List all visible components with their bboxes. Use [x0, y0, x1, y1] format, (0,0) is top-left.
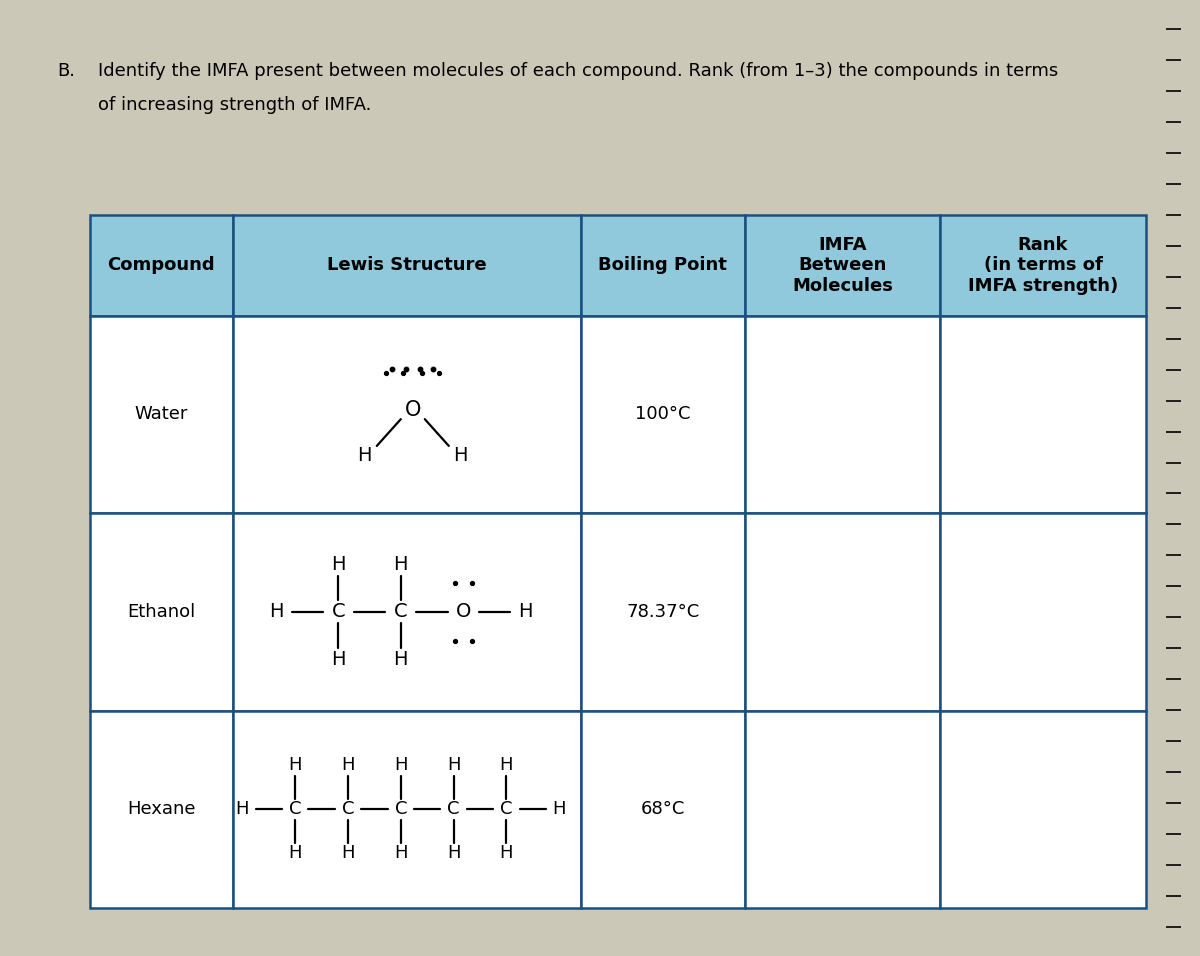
Text: C: C — [331, 602, 346, 621]
Text: H: H — [341, 756, 355, 774]
Bar — [90, 215, 233, 315]
Text: Boiling Point: Boiling Point — [599, 256, 727, 274]
Bar — [90, 710, 233, 908]
Bar — [940, 315, 1146, 513]
Bar — [581, 513, 745, 710]
Text: H: H — [446, 844, 461, 862]
Bar — [940, 710, 1146, 908]
Text: C: C — [394, 602, 408, 621]
Bar — [233, 710, 581, 908]
Text: 68°C: 68°C — [641, 800, 685, 818]
Text: C: C — [448, 800, 460, 818]
Text: O: O — [404, 400, 421, 420]
Bar — [581, 710, 745, 908]
Bar — [745, 513, 940, 710]
Text: Lewis Structure: Lewis Structure — [326, 256, 487, 274]
Text: Compound: Compound — [108, 256, 215, 274]
Text: H: H — [518, 602, 533, 621]
Text: H: H — [499, 844, 514, 862]
Text: O: O — [456, 602, 470, 621]
Bar — [745, 215, 940, 315]
Text: H: H — [341, 844, 355, 862]
Text: H: H — [394, 756, 408, 774]
Bar — [233, 513, 581, 710]
Bar — [745, 315, 940, 513]
Text: Ethanol: Ethanol — [127, 603, 196, 620]
Text: C: C — [289, 800, 301, 818]
Text: C: C — [395, 800, 407, 818]
Text: B.: B. — [58, 62, 76, 80]
Bar — [581, 215, 745, 315]
Text: H: H — [446, 756, 461, 774]
Bar — [90, 513, 233, 710]
Text: C: C — [500, 800, 512, 818]
Text: 78.37°C: 78.37°C — [626, 603, 700, 620]
Bar — [581, 315, 745, 513]
Text: H: H — [288, 844, 302, 862]
Text: H: H — [358, 446, 372, 465]
Text: of increasing strength of IMFA.: of increasing strength of IMFA. — [98, 96, 372, 114]
Text: Water: Water — [134, 405, 188, 424]
Text: H: H — [235, 800, 250, 818]
Text: H: H — [288, 756, 302, 774]
Bar — [940, 513, 1146, 710]
Text: H: H — [331, 554, 346, 574]
Text: H: H — [331, 650, 346, 669]
Text: H: H — [394, 650, 408, 669]
Text: Rank
(in terms of
IMFA strength): Rank (in terms of IMFA strength) — [968, 235, 1118, 295]
Bar — [90, 315, 233, 513]
Text: H: H — [499, 756, 514, 774]
Text: H: H — [394, 554, 408, 574]
Bar — [745, 710, 940, 908]
Text: C: C — [342, 800, 354, 818]
Text: H: H — [454, 446, 468, 465]
Bar — [233, 315, 581, 513]
Text: IMFA
Between
Molecules: IMFA Between Molecules — [792, 235, 893, 295]
Bar — [940, 215, 1146, 315]
Text: H: H — [269, 602, 283, 621]
Text: H: H — [394, 844, 408, 862]
Bar — [233, 215, 581, 315]
Text: 100°C: 100°C — [635, 405, 691, 424]
Text: Hexane: Hexane — [127, 800, 196, 818]
Text: Identify the IMFA present between molecules of each compound. Rank (from 1–3) th: Identify the IMFA present between molecu… — [98, 62, 1058, 80]
Text: H: H — [552, 800, 566, 818]
